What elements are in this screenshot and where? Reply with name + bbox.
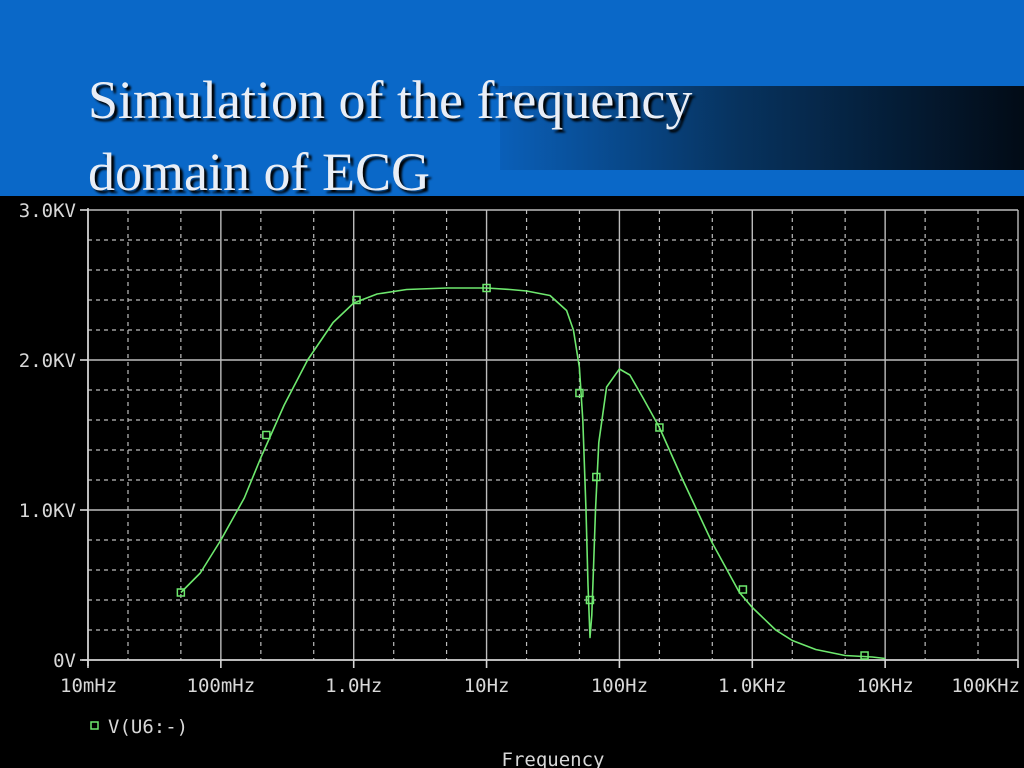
grid: [87, 209, 1019, 661]
x-tick-label: 100Hz: [591, 675, 648, 697]
legend: V(U6:-): [90, 716, 188, 738]
legend-label: V(U6:-): [108, 716, 188, 738]
legend-marker-icon: [90, 721, 99, 730]
series-marker: [262, 430, 271, 440]
slide-header: Simulation of the frequency domain of EC…: [0, 0, 1024, 202]
series-marker: [585, 595, 595, 605]
series-marker: [482, 283, 491, 293]
y-tick-label: 0V: [53, 650, 76, 672]
series-marker: [655, 423, 664, 432]
frequency-response-plot: 0V 1.0KV 2.0KV 3.0KV 10mHz 100mHz 1.0Hz 10Hz 100…: [0, 196, 1024, 768]
x-tick-label: 1.0Hz: [325, 675, 382, 697]
x-tick-label: 100KHz: [951, 675, 1020, 697]
series-marker: [860, 651, 869, 660]
tick-labels: 0V 1.0KV 2.0KV 3.0KV 10mHz 100mHz 1.0Hz 10Hz 100…: [19, 200, 1020, 697]
header-gradient-band: [500, 86, 1024, 170]
x-axis-label: Frequency: [502, 749, 605, 768]
series-marker: [575, 388, 584, 398]
plot-frame: [80, 208, 1019, 668]
y-tick-label: 1.0KV: [19, 500, 76, 522]
x-tick-label: 100mHz: [187, 675, 256, 697]
series-marker: [352, 295, 361, 305]
x-tick-label: 10mHz: [60, 675, 117, 697]
series: [176, 283, 886, 660]
series-marker: [176, 588, 186, 597]
y-tick-label: 2.0KV: [19, 350, 76, 372]
chart-svg: 0V 1.0KV 2.0KV 3.0KV 10mHz 100mHz 1.0Hz 10Hz 100…: [19, 200, 1020, 768]
x-tick-label: 10Hz: [464, 675, 510, 697]
x-tick-label: 10KHz: [857, 675, 914, 697]
slide-title-line-1: Simulation of the frequency: [88, 70, 693, 130]
series-marker: [592, 472, 601, 482]
slide-title-line-2: domain of ECG: [88, 142, 430, 202]
slide-title: Simulation of the frequency domain of EC…: [88, 64, 848, 208]
y-tick-label: 3.0KV: [19, 200, 76, 222]
x-tick-label: 1.0KHz: [718, 675, 787, 697]
series-marker: [738, 585, 748, 594]
series-line: [180, 287, 886, 660]
